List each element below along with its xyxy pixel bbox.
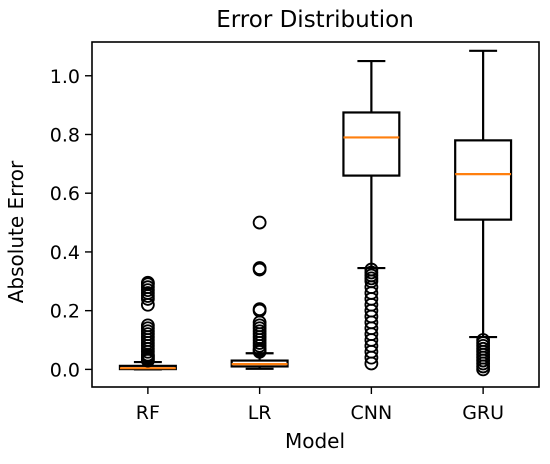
box-iqr: [342, 111, 401, 177]
outlier-point: [140, 318, 155, 333]
y-tick-label: 0.0: [50, 359, 80, 381]
plot-area-frame: [91, 41, 540, 388]
x-tick-label: GRU: [462, 402, 504, 424]
chart-title: Error Distribution: [216, 7, 414, 33]
x-axis-label: Model: [285, 429, 345, 453]
x-tick-label: LR: [248, 402, 272, 424]
outlier-point: [252, 302, 267, 317]
x-tick-label: RF: [136, 402, 160, 424]
outlier-point: [476, 333, 491, 347]
y-tick-label: 0.8: [50, 124, 80, 146]
y-axis-label: Absolute Error: [4, 160, 28, 303]
plot-layer: 0.0 0.2 0.4 0.6 0.8 1.0 RF LR CNN GRU: [50, 49, 513, 424]
outlier-point: [364, 262, 379, 277]
x-tick-label: CNN: [351, 402, 393, 424]
y-tick-label: 0.4: [50, 242, 80, 264]
y-tick-label: 1.0: [50, 66, 80, 88]
outlier-point: [252, 215, 267, 230]
y-tick-label: 0.2: [50, 301, 80, 323]
box-iqr: [454, 139, 513, 221]
outlier-point: [140, 275, 155, 290]
y-tick-label: 0.6: [50, 183, 80, 205]
outlier-point: [252, 261, 267, 275]
